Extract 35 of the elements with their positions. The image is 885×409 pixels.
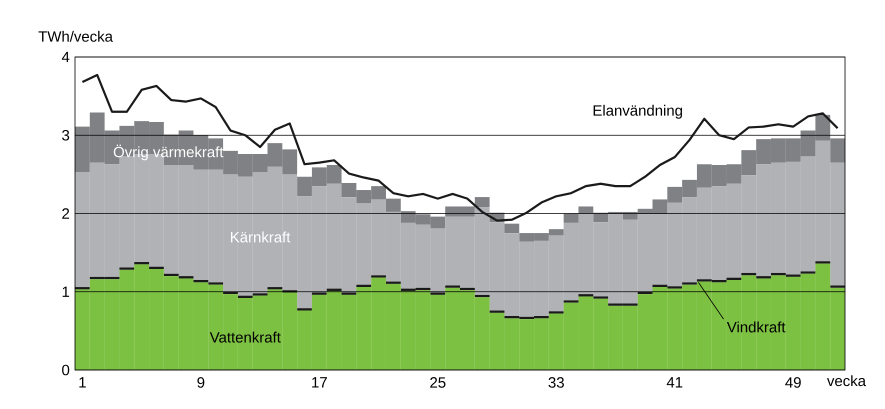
series-label: Kärnkraft <box>231 231 290 242</box>
y-axis-title: TWh/vecka <box>38 30 113 42</box>
y-tick-label: 1 <box>62 286 70 297</box>
y-tick-label: 2 <box>62 208 70 219</box>
x-tick-label: 25 <box>430 377 446 388</box>
bar <box>238 296 253 298</box>
bar <box>726 278 742 280</box>
series-label: Övrig värmekraft <box>114 144 224 160</box>
bar <box>445 285 460 288</box>
series-label: Elanvändning <box>594 104 682 119</box>
x-tick-label: 41 <box>666 377 682 388</box>
bar <box>830 285 846 288</box>
line-series <box>81 74 839 222</box>
bar <box>593 296 608 299</box>
x-tick-label: 17 <box>312 377 327 388</box>
text: Vindkraft <box>726 321 786 332</box>
bar <box>815 261 830 264</box>
x-tick-label: 1 <box>79 377 86 388</box>
bar <box>474 197 490 208</box>
x-tick-label: 9 <box>197 377 204 388</box>
bar <box>504 224 520 234</box>
bar <box>297 308 312 311</box>
series-label: Vattenkraft <box>210 332 281 343</box>
y-tick-label: 3 <box>62 130 70 141</box>
bar <box>119 267 134 270</box>
bar <box>741 272 756 276</box>
x-tick-label: 33 <box>548 377 564 388</box>
bar <box>800 271 816 274</box>
bar <box>149 266 164 270</box>
x-axis-title: vecka <box>827 375 866 386</box>
bar <box>564 214 578 223</box>
x-tick-label: 49 <box>785 377 801 388</box>
y-tick-label: 0 <box>62 364 70 376</box>
y-tick-label: 4 <box>62 52 70 62</box>
bar <box>356 284 372 288</box>
